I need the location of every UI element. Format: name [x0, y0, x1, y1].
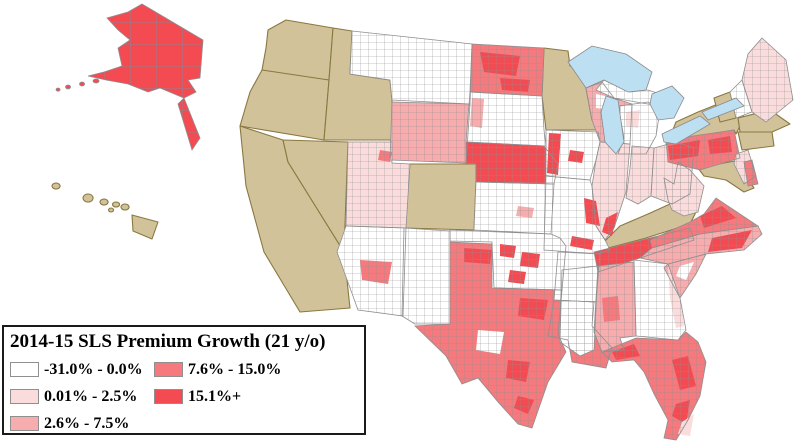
- legend-label: 15.1%+: [188, 387, 242, 405]
- legend-item: 7.6% - 15.0%: [154, 356, 281, 383]
- legend-swatch-class2: [10, 389, 39, 404]
- state-connecticut-rhode-island: [737, 131, 775, 151]
- state-washington: [261, 19, 334, 81]
- legend-swatch-class3: [10, 416, 39, 431]
- legend-title: 2014-15 SLS Premium Growth (21 y/o): [10, 331, 326, 352]
- legend-swatch-class5: [154, 389, 183, 404]
- legend-swatch-class4: [154, 362, 183, 377]
- legend: 2014-15 SLS Premium Growth (21 y/o) -31.…: [2, 325, 366, 435]
- legend-label: -31.0% - 0.0%: [44, 360, 143, 378]
- legend-entries: -31.0% - 0.0% 0.01% - 2.5% 2.6% - 7.5% 7…: [10, 356, 358, 437]
- state-oregon: [239, 69, 330, 141]
- legend-item: -31.0% - 0.0%: [10, 356, 154, 383]
- state-colorado: [403, 163, 477, 231]
- legend-item: 0.01% - 2.5%: [10, 383, 154, 410]
- legend-swatch-class1: [10, 362, 39, 377]
- legend-label: 2.6% - 7.5%: [44, 414, 130, 432]
- state-hawaii-inset: [51, 182, 159, 240]
- lake-huron: [649, 85, 685, 121]
- legend-label: 7.6% - 15.0%: [188, 360, 282, 378]
- legend-item: 2.6% - 7.5%: [10, 410, 154, 437]
- legend-item: 15.1%+: [154, 383, 281, 410]
- legend-label: 0.01% - 2.5%: [44, 387, 138, 405]
